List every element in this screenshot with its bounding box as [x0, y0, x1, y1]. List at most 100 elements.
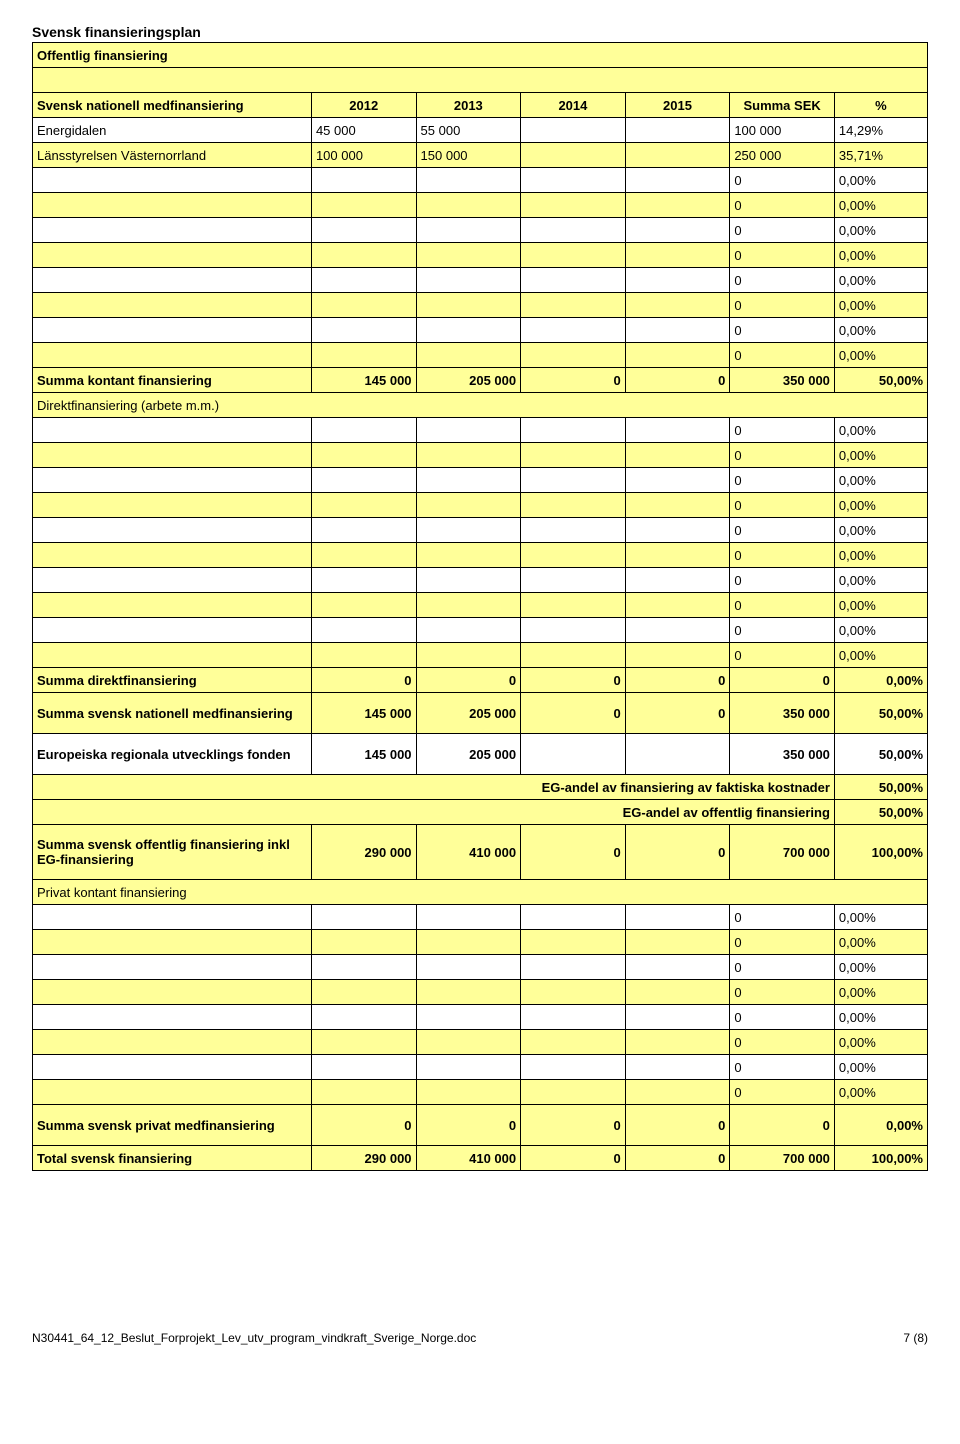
- data-row: 00,00%: [33, 418, 928, 443]
- col-sum: Summa SEK: [730, 93, 835, 118]
- page-footer: N30441_64_12_Beslut_Forprojekt_Lev_utv_p…: [32, 1331, 928, 1345]
- col-label: Svensk nationell medfinansiering: [33, 93, 312, 118]
- eu-fond-label: Europeiska regionala utvecklings fonden: [33, 734, 312, 775]
- data-cell: [416, 318, 521, 343]
- summa-direkt-label: Summa direktfinansiering: [33, 668, 312, 693]
- data-cell: 250 000: [730, 143, 835, 168]
- data-label: [33, 268, 312, 293]
- summa-offentlig-label: Summa svensk offentlig finansiering inkl…: [33, 825, 312, 880]
- data-row: 00,00%: [33, 243, 928, 268]
- data-row: 00,00%: [33, 218, 928, 243]
- data-row: 00,00%: [33, 568, 928, 593]
- data-cell: [416, 193, 521, 218]
- data-row: 00,00%: [33, 1055, 928, 1080]
- data-label: [33, 343, 312, 368]
- data-cell: [311, 343, 416, 368]
- data-row: Länsstyrelsen Västernorrland100 000150 0…: [33, 143, 928, 168]
- data-cell: [416, 343, 521, 368]
- data-cell: [416, 243, 521, 268]
- data-label: [33, 318, 312, 343]
- data-cell: [521, 318, 626, 343]
- data-cell: 0,00%: [834, 343, 927, 368]
- data-cell: [521, 268, 626, 293]
- data-cell: [625, 243, 730, 268]
- data-label: [33, 243, 312, 268]
- data-label: Länsstyrelsen Västernorrland: [33, 143, 312, 168]
- data-cell: 0: [730, 243, 835, 268]
- data-cell: 100 000: [730, 118, 835, 143]
- summa-kontant-row: Summa kontant finansiering145 000205 000…: [33, 368, 928, 393]
- summa-privat-row: Summa svensk privat medfinansiering00000…: [33, 1105, 928, 1146]
- summa-kontant-label: Summa kontant finansiering: [33, 368, 312, 393]
- summa-direkt-row: Summa direktfinansiering000000,00%: [33, 668, 928, 693]
- data-row: 00,00%: [33, 593, 928, 618]
- eg-offentlig-pct: 50,00%: [834, 800, 927, 825]
- data-row: 00,00%: [33, 980, 928, 1005]
- data-row: 00,00%: [33, 318, 928, 343]
- data-cell: 0,00%: [834, 293, 927, 318]
- data-row: 00,00%: [33, 518, 928, 543]
- data-row: 00,00%: [33, 930, 928, 955]
- eg-offentlig-label: EG-andel av offentlig finansiering: [33, 800, 835, 825]
- data-row: 00,00%: [33, 493, 928, 518]
- data-cell: 100 000: [311, 143, 416, 168]
- data-cell: 0: [730, 218, 835, 243]
- data-row: 00,00%: [33, 618, 928, 643]
- data-label: [33, 293, 312, 318]
- data-cell: [311, 218, 416, 243]
- summa-nationell-row: Summa svensk nationell medfinansiering14…: [33, 693, 928, 734]
- data-cell: [625, 293, 730, 318]
- data-cell: [416, 168, 521, 193]
- summa-privat-label: Summa svensk privat medfinansiering: [33, 1105, 312, 1146]
- privat-header-row: Privat kontant finansiering: [33, 880, 928, 905]
- data-cell: [311, 318, 416, 343]
- data-cell: 0,00%: [834, 268, 927, 293]
- data-cell: [625, 168, 730, 193]
- page-title: Svensk finansieringsplan: [32, 24, 928, 40]
- data-cell: [625, 268, 730, 293]
- data-cell: 35,71%: [834, 143, 927, 168]
- data-cell: [521, 293, 626, 318]
- data-row: 00,00%: [33, 543, 928, 568]
- finance-table: Offentlig finansiering Svensk nationell m…: [32, 42, 928, 1171]
- data-cell: [416, 293, 521, 318]
- eg-offentlig-row: EG-andel av offentlig finansiering50,00%: [33, 800, 928, 825]
- total-row: Total svensk finansiering290 000410 0000…: [33, 1146, 928, 1171]
- section-header: Offentlig finansiering: [33, 43, 928, 68]
- direkt-header-row: Direktfinansiering (arbete m.m.): [33, 393, 928, 418]
- col-2013: 2013: [416, 93, 521, 118]
- data-cell: [521, 118, 626, 143]
- col-2012: 2012: [311, 93, 416, 118]
- data-row: 00,00%: [33, 643, 928, 668]
- data-label: [33, 168, 312, 193]
- data-row: 00,00%: [33, 443, 928, 468]
- data-cell: [311, 268, 416, 293]
- col-2015: 2015: [625, 93, 730, 118]
- data-row: 00,00%: [33, 1080, 928, 1105]
- data-cell: 0: [730, 318, 835, 343]
- data-cell: 0,00%: [834, 243, 927, 268]
- data-cell: [521, 243, 626, 268]
- data-cell: [521, 193, 626, 218]
- data-label: Energidalen: [33, 118, 312, 143]
- data-cell: 0: [730, 193, 835, 218]
- data-cell: [625, 218, 730, 243]
- spacer-row: [33, 68, 928, 93]
- eg-faktiska-pct: 50,00%: [834, 775, 927, 800]
- summa-nationell-label: Summa svensk nationell medfinansiering: [33, 693, 312, 734]
- data-row: 00,00%: [33, 1030, 928, 1055]
- eg-faktiska-label: EG-andel av finansiering av faktiska kos…: [33, 775, 835, 800]
- col-pct: %: [834, 93, 927, 118]
- total-label: Total svensk finansiering: [33, 1146, 312, 1171]
- section-header-row: Offentlig finansiering: [33, 43, 928, 68]
- data-cell: 0: [730, 343, 835, 368]
- footer-page-number: 7 (8): [903, 1331, 928, 1345]
- data-cell: 0,00%: [834, 218, 927, 243]
- data-cell: [625, 193, 730, 218]
- data-cell: 0,00%: [834, 193, 927, 218]
- data-row: 00,00%: [33, 343, 928, 368]
- data-cell: [521, 143, 626, 168]
- data-cell: 45 000: [311, 118, 416, 143]
- data-cell: 150 000: [416, 143, 521, 168]
- data-row: 00,00%: [33, 1005, 928, 1030]
